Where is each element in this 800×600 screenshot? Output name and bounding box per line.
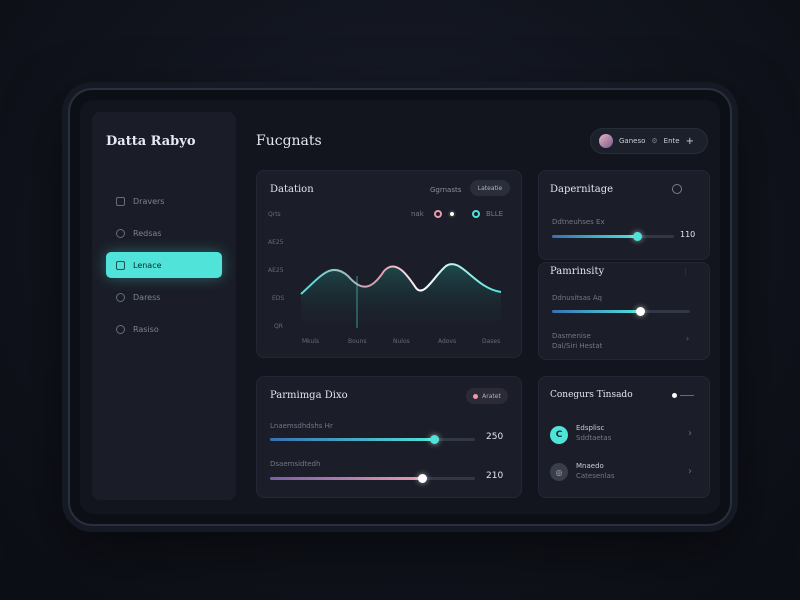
sidebar-item-label: Redsas: [133, 228, 162, 238]
row-subtitle: Sddtaetas: [576, 434, 612, 442]
conegurs-title: Conegurs Tinsado: [550, 390, 633, 400]
chart-area: [301, 264, 501, 328]
x-tick-0: Mkuls: [302, 338, 320, 345]
sidebar: [92, 112, 236, 500]
people-icon: [116, 228, 125, 238]
slider-fill: [270, 477, 422, 480]
slider-knob[interactable]: [633, 232, 643, 241]
dapernitage-slider[interactable]: [552, 232, 674, 241]
x-tick-4: Dases: [482, 338, 501, 345]
chevron-right-icon[interactable]: ›: [688, 466, 692, 477]
parmimga-slider2-label: Dsaemsidtedh: [270, 460, 321, 468]
sidebar-item-lenace[interactable]: Lenace: [106, 252, 222, 278]
pamrinsity-slider-label: Ddnusitsas Aq: [552, 294, 602, 302]
dapernitage-card: [538, 170, 710, 260]
pamrinsity-slider[interactable]: [552, 307, 690, 316]
slider-knob[interactable]: [636, 307, 646, 316]
sidebar-item-redsas[interactable]: Redsas: [106, 220, 222, 246]
dot-icon: [473, 393, 479, 399]
slider-knob[interactable]: [430, 435, 439, 444]
legend-teal-icon: [472, 210, 480, 218]
slider-fill: [552, 310, 641, 313]
chart-card-title: Datation: [270, 184, 314, 195]
row-title: Edsplisc: [576, 424, 605, 432]
line-chart: [300, 263, 502, 328]
user-action[interactable]: Ente: [663, 137, 680, 145]
slider-fill: [552, 235, 638, 238]
legend-white-icon: [448, 210, 456, 218]
page-title: Fucgnats: [256, 133, 322, 149]
parmimga-slider2-value: 210: [486, 471, 504, 481]
sidebar-item-label: Lenace: [133, 260, 162, 270]
sidebar-item-label: Dravers: [133, 196, 165, 206]
pin-icon[interactable]: ›: [686, 334, 690, 343]
pamrinsity-foot-line1: Dasmenise: [552, 332, 591, 340]
sidebar-item-daress[interactable]: Daress: [106, 284, 222, 310]
dapernitage-slider-label: Ddtneuhses Ex: [552, 218, 605, 226]
gear-icon: [116, 324, 125, 334]
chip-label: Aratet: [482, 392, 501, 400]
legend-label: nak: [411, 210, 424, 218]
refresh-icon[interactable]: [672, 184, 682, 194]
parmimga-slider1-value: 250: [486, 432, 504, 442]
parmimga-chip[interactable]: Aratet: [466, 388, 508, 404]
stack-icon: [116, 196, 125, 206]
y-tick-1: AE25: [268, 239, 284, 246]
chevron-right-icon[interactable]: ›: [688, 428, 692, 439]
y-tick-0: Qrts: [268, 211, 281, 218]
legend-extra: BLLE: [486, 210, 504, 218]
slider-knob[interactable]: [417, 474, 427, 483]
user-name: Ganeso: [619, 137, 646, 145]
sidebar-item-label: Rasiso: [133, 324, 159, 334]
sidebar-item-label: Daress: [133, 292, 161, 302]
sidebar-item-dravers[interactable]: Dravers: [106, 188, 222, 214]
settings-icon[interactable]: ⚙: [651, 137, 658, 145]
row-subtitle: Catesenlas: [576, 472, 615, 480]
dapernitage-value: 110: [680, 230, 696, 239]
parmimga-slider1[interactable]: [270, 435, 475, 444]
y-tick-2: AE25: [268, 267, 284, 274]
x-tick-2: Nulos: [393, 338, 410, 345]
pamrinsity-foot-line2: Dal/Siri Hestat: [552, 342, 603, 350]
teal-badge-icon: C: [550, 426, 568, 444]
dapernitage-title: Dapernitage: [550, 184, 614, 195]
y-tick-3: EDS: [272, 295, 285, 302]
toggle-line: [680, 395, 694, 396]
avatar: [599, 134, 613, 148]
row-title: Mnaedo: [576, 462, 604, 470]
y-tick-4: QR: [274, 323, 283, 330]
chart-filter-label[interactable]: Ggrnasts: [430, 186, 462, 194]
settings-icon: [116, 292, 125, 302]
x-tick-1: Bouns: [348, 338, 367, 345]
user-menu[interactable]: Ganeso ⚙ Ente +: [590, 128, 708, 154]
legend-pink-icon: [434, 210, 442, 218]
sidebar-item-rasiso[interactable]: Rasiso: [106, 316, 222, 342]
calendar-icon: [116, 260, 125, 270]
slider-fill: [270, 438, 434, 441]
pamrinsity-title: Pamrinsity: [550, 266, 605, 277]
parmimga-title: Parmimga Dixo: [270, 390, 348, 401]
toggle-dot-icon[interactable]: [672, 393, 677, 398]
parmimga-slider2[interactable]: [270, 474, 475, 483]
chart-range-chip[interactable]: Lateatie: [470, 180, 510, 196]
grey-badge-icon: ◎: [550, 463, 568, 481]
chart-series-line: [300, 263, 502, 295]
brand-title: Datta Rabyo: [106, 134, 196, 149]
parmimga-slider1-label: Lnaemsdhdshs Hr: [270, 422, 333, 430]
more-icon[interactable]: ⋮: [682, 268, 689, 276]
plus-icon[interactable]: +: [685, 135, 694, 147]
x-tick-3: Adovs: [438, 338, 457, 345]
